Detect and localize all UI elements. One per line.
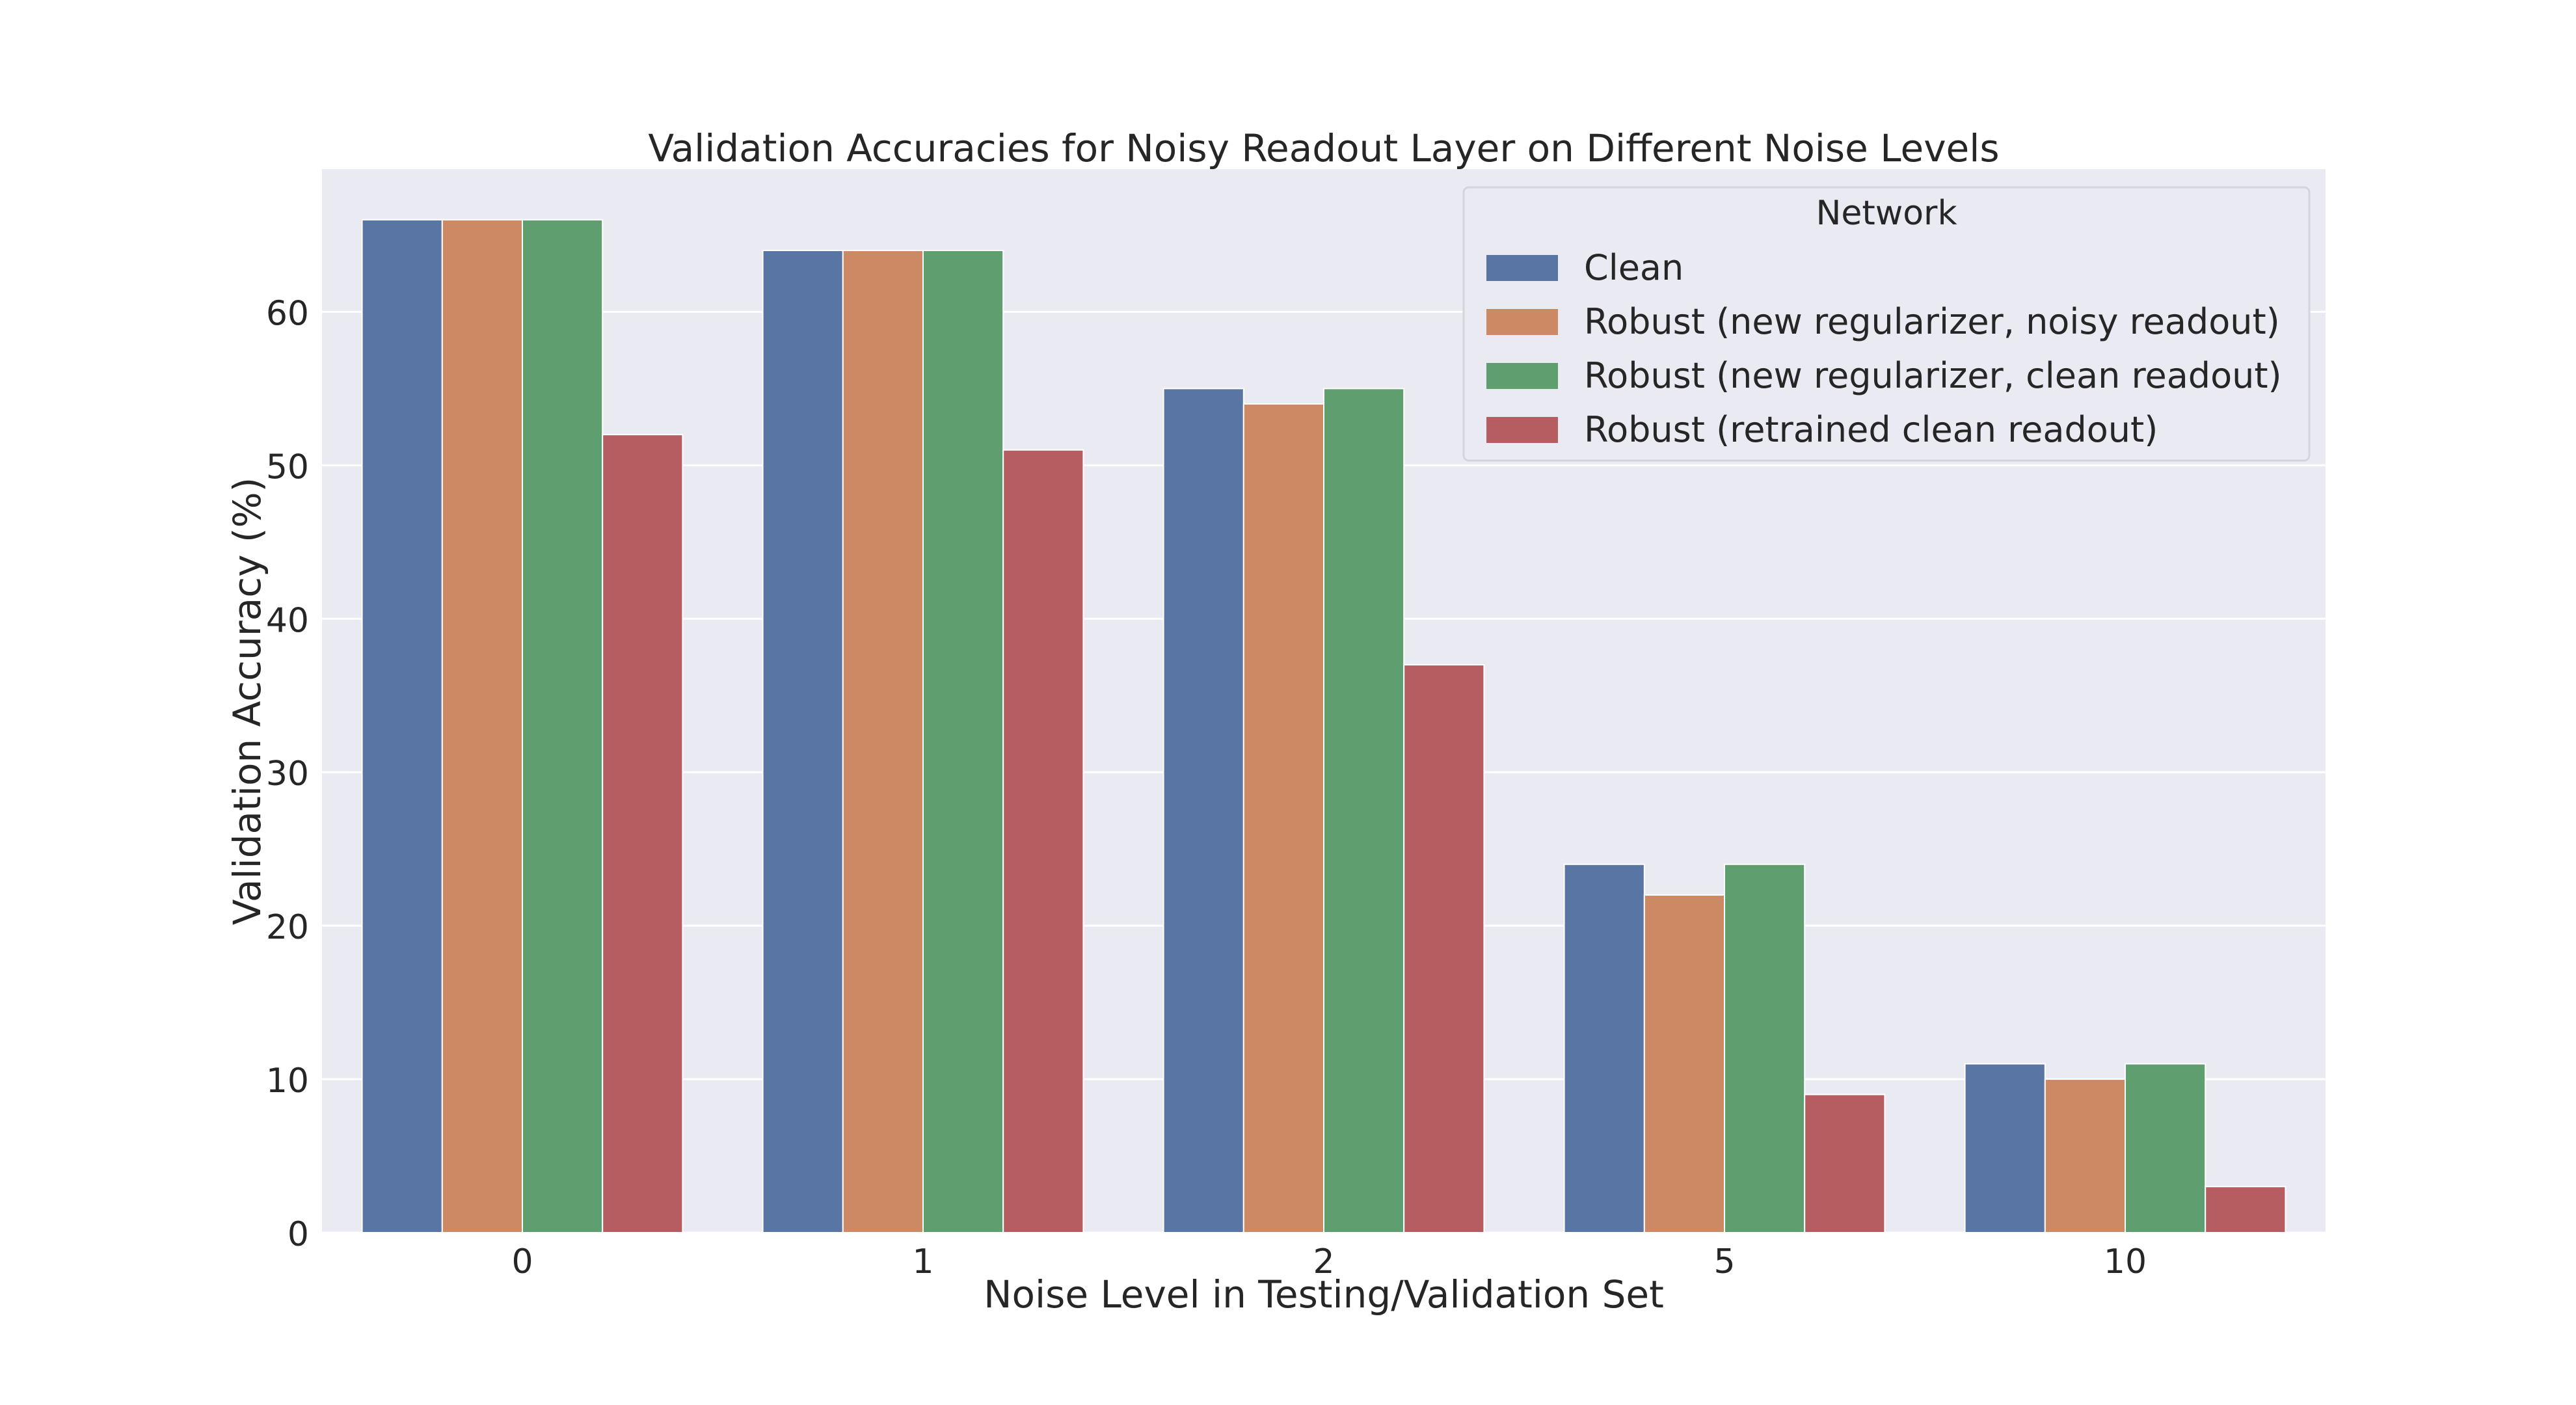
y-tick-label: 40: [266, 601, 309, 640]
bar: [1724, 863, 1806, 1233]
bar: [522, 219, 604, 1233]
x-tick-label: 10: [2104, 1242, 2147, 1281]
bar: [762, 250, 844, 1233]
x-tick-label: 0: [511, 1242, 533, 1281]
bar: [361, 219, 443, 1233]
legend-title: Network: [1816, 194, 1957, 233]
legend-swatch: [1486, 363, 1558, 389]
bar: [1563, 863, 1645, 1233]
legend-frame: [1462, 186, 2311, 462]
legend-swatch: [1486, 255, 1558, 281]
y-tick-label: 0: [288, 1215, 309, 1254]
bar: [1242, 403, 1325, 1233]
x-tick-label: 2: [1313, 1242, 1334, 1281]
bar: [2044, 1078, 2127, 1233]
chart-title: Validation Accuracies for Noisy Readout …: [648, 126, 1999, 170]
legend: Network Clean Robust (new regularizer, no…: [1462, 186, 2311, 462]
legend-label: Robust (new regularizer, clean readout): [1584, 355, 2282, 396]
legend-label: Robust (retrained clean readout): [1584, 409, 2158, 450]
bar: [1804, 1093, 1886, 1234]
bar: [1964, 1063, 2046, 1233]
bar: [2125, 1063, 2207, 1233]
x-axis-label: Noise Level in Testing/Validation Set: [984, 1272, 1664, 1317]
legend-label: Robust (new regularizer, noisy readout): [1584, 301, 2280, 342]
bars: [361, 219, 2287, 1234]
bar: [1002, 449, 1084, 1233]
x-tick-label: 5: [1713, 1242, 1735, 1281]
bar: [842, 250, 924, 1233]
y-tick-labels: 0 10 20 30 40 50 60: [266, 294, 309, 1254]
bar: [441, 219, 523, 1233]
legend-label: Clean: [1584, 247, 1684, 288]
y-axis-label: Validation Accuracy (%): [225, 477, 269, 925]
bar: [2205, 1186, 2287, 1234]
x-tick-label: 1: [912, 1242, 933, 1281]
y-tick-label: 60: [266, 294, 309, 333]
bar: [922, 250, 1004, 1233]
bar: [1643, 894, 1726, 1233]
y-tick-label: 30: [266, 755, 309, 794]
x-tick-labels: 0 1 2 5 10: [511, 1242, 2147, 1281]
bar: [1403, 664, 1485, 1233]
bar: [602, 434, 684, 1233]
legend-swatch: [1486, 309, 1558, 335]
y-tick-label: 50: [266, 448, 309, 487]
legend-items: Clean Robust (new regularizer, noisy read…: [1486, 247, 2282, 450]
y-tick-label: 20: [266, 908, 309, 947]
bar: [1162, 388, 1244, 1233]
bar: [1323, 388, 1405, 1233]
legend-swatch: [1486, 417, 1558, 443]
y-tick-label: 10: [266, 1062, 309, 1101]
